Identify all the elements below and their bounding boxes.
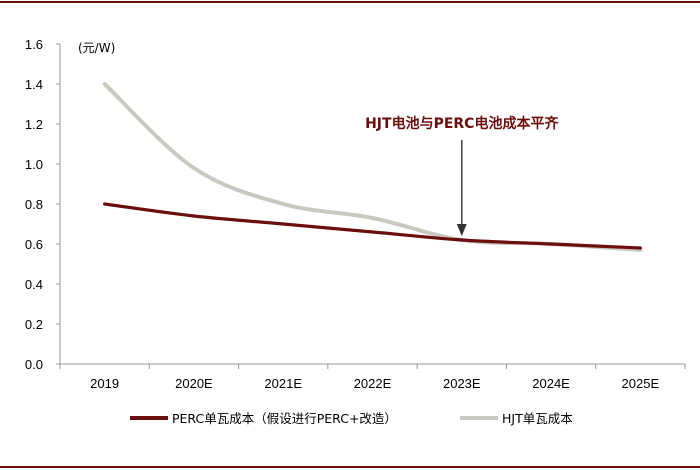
x-tick-label: 2025E [622, 376, 660, 391]
y-tick-label: 1.6 [25, 37, 43, 52]
series-line-perc [103, 202, 642, 250]
x-tick-label: 2023E [443, 376, 481, 391]
x-tick-label: 2021E [264, 376, 302, 391]
y-tick-label: 1.0 [25, 157, 43, 172]
x-tick-label: 2022E [354, 376, 392, 391]
x-tick-label: 2024E [532, 376, 570, 391]
x-tick-label: 2019 [90, 376, 119, 391]
y-tick-label: 0.0 [25, 357, 43, 372]
y-tick-label: 0.6 [25, 237, 43, 252]
legend: PERC单瓦成本（假设进行PERC+改造） HJT单瓦成本 [130, 411, 573, 426]
y-tick-label: 1.4 [25, 77, 43, 92]
y-tick-label: 0.4 [25, 277, 43, 292]
annotation: HJT电池与PERC电池成本平齐 [365, 115, 559, 236]
annotation-text: HJT电池与PERC电池成本平齐 [365, 115, 559, 132]
y-tick-label: 0.8 [25, 197, 43, 212]
legend-label-perc: PERC单瓦成本（假设进行PERC+改造） [172, 411, 397, 426]
annotation-arrow-head [456, 224, 467, 236]
series-line-hjt [102, 82, 643, 252]
y-axis: 0.0 0.2 0.4 0.6 0.8 1.0 1.2 1.4 1.6 [25, 37, 61, 372]
series-layer [102, 82, 643, 252]
y-tick-label: 1.2 [25, 117, 43, 132]
x-axis: 2019 2020E 2021E 2022E 2023E 2024E 2025E [59, 363, 686, 391]
y-tick-label: 0.2 [25, 317, 43, 332]
x-tick-label: 2020E [175, 376, 213, 391]
y-unit-label: (元/W) [78, 41, 115, 55]
legend-label-hjt: HJT单瓦成本 [502, 411, 573, 426]
